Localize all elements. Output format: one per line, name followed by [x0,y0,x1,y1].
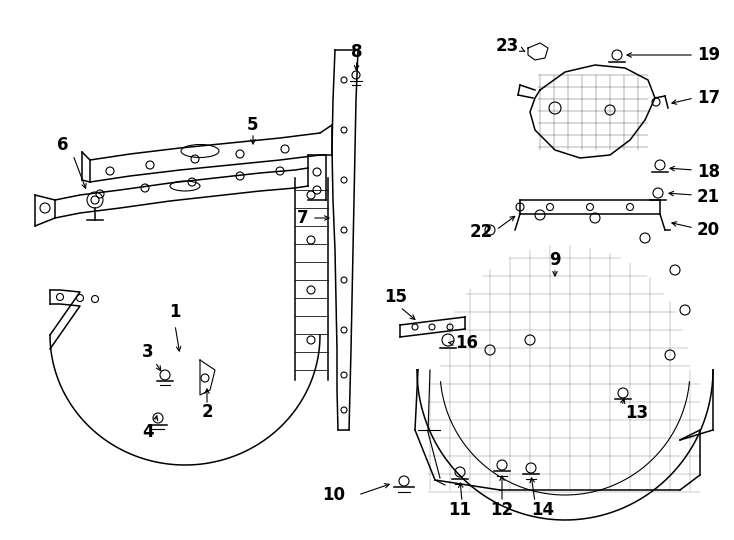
Text: 13: 13 [625,404,648,422]
Text: 23: 23 [495,37,519,55]
Text: 16: 16 [455,334,478,352]
Text: 19: 19 [697,46,720,64]
Text: 22: 22 [470,223,493,241]
Text: 8: 8 [352,43,363,61]
Text: 10: 10 [322,486,345,504]
Text: 21: 21 [697,188,720,206]
Text: 15: 15 [385,288,407,306]
Text: 14: 14 [531,501,555,519]
Text: 17: 17 [697,89,720,107]
Text: 4: 4 [142,423,154,441]
Text: 6: 6 [57,136,69,154]
Text: 9: 9 [549,251,561,269]
Text: 20: 20 [697,221,720,239]
Text: 3: 3 [142,343,154,361]
Text: 5: 5 [247,116,259,134]
Text: 11: 11 [448,501,471,519]
Text: 12: 12 [490,501,514,519]
Text: 2: 2 [201,403,213,421]
Text: 1: 1 [170,303,181,321]
Text: 18: 18 [697,163,720,181]
Text: 7: 7 [297,209,308,227]
